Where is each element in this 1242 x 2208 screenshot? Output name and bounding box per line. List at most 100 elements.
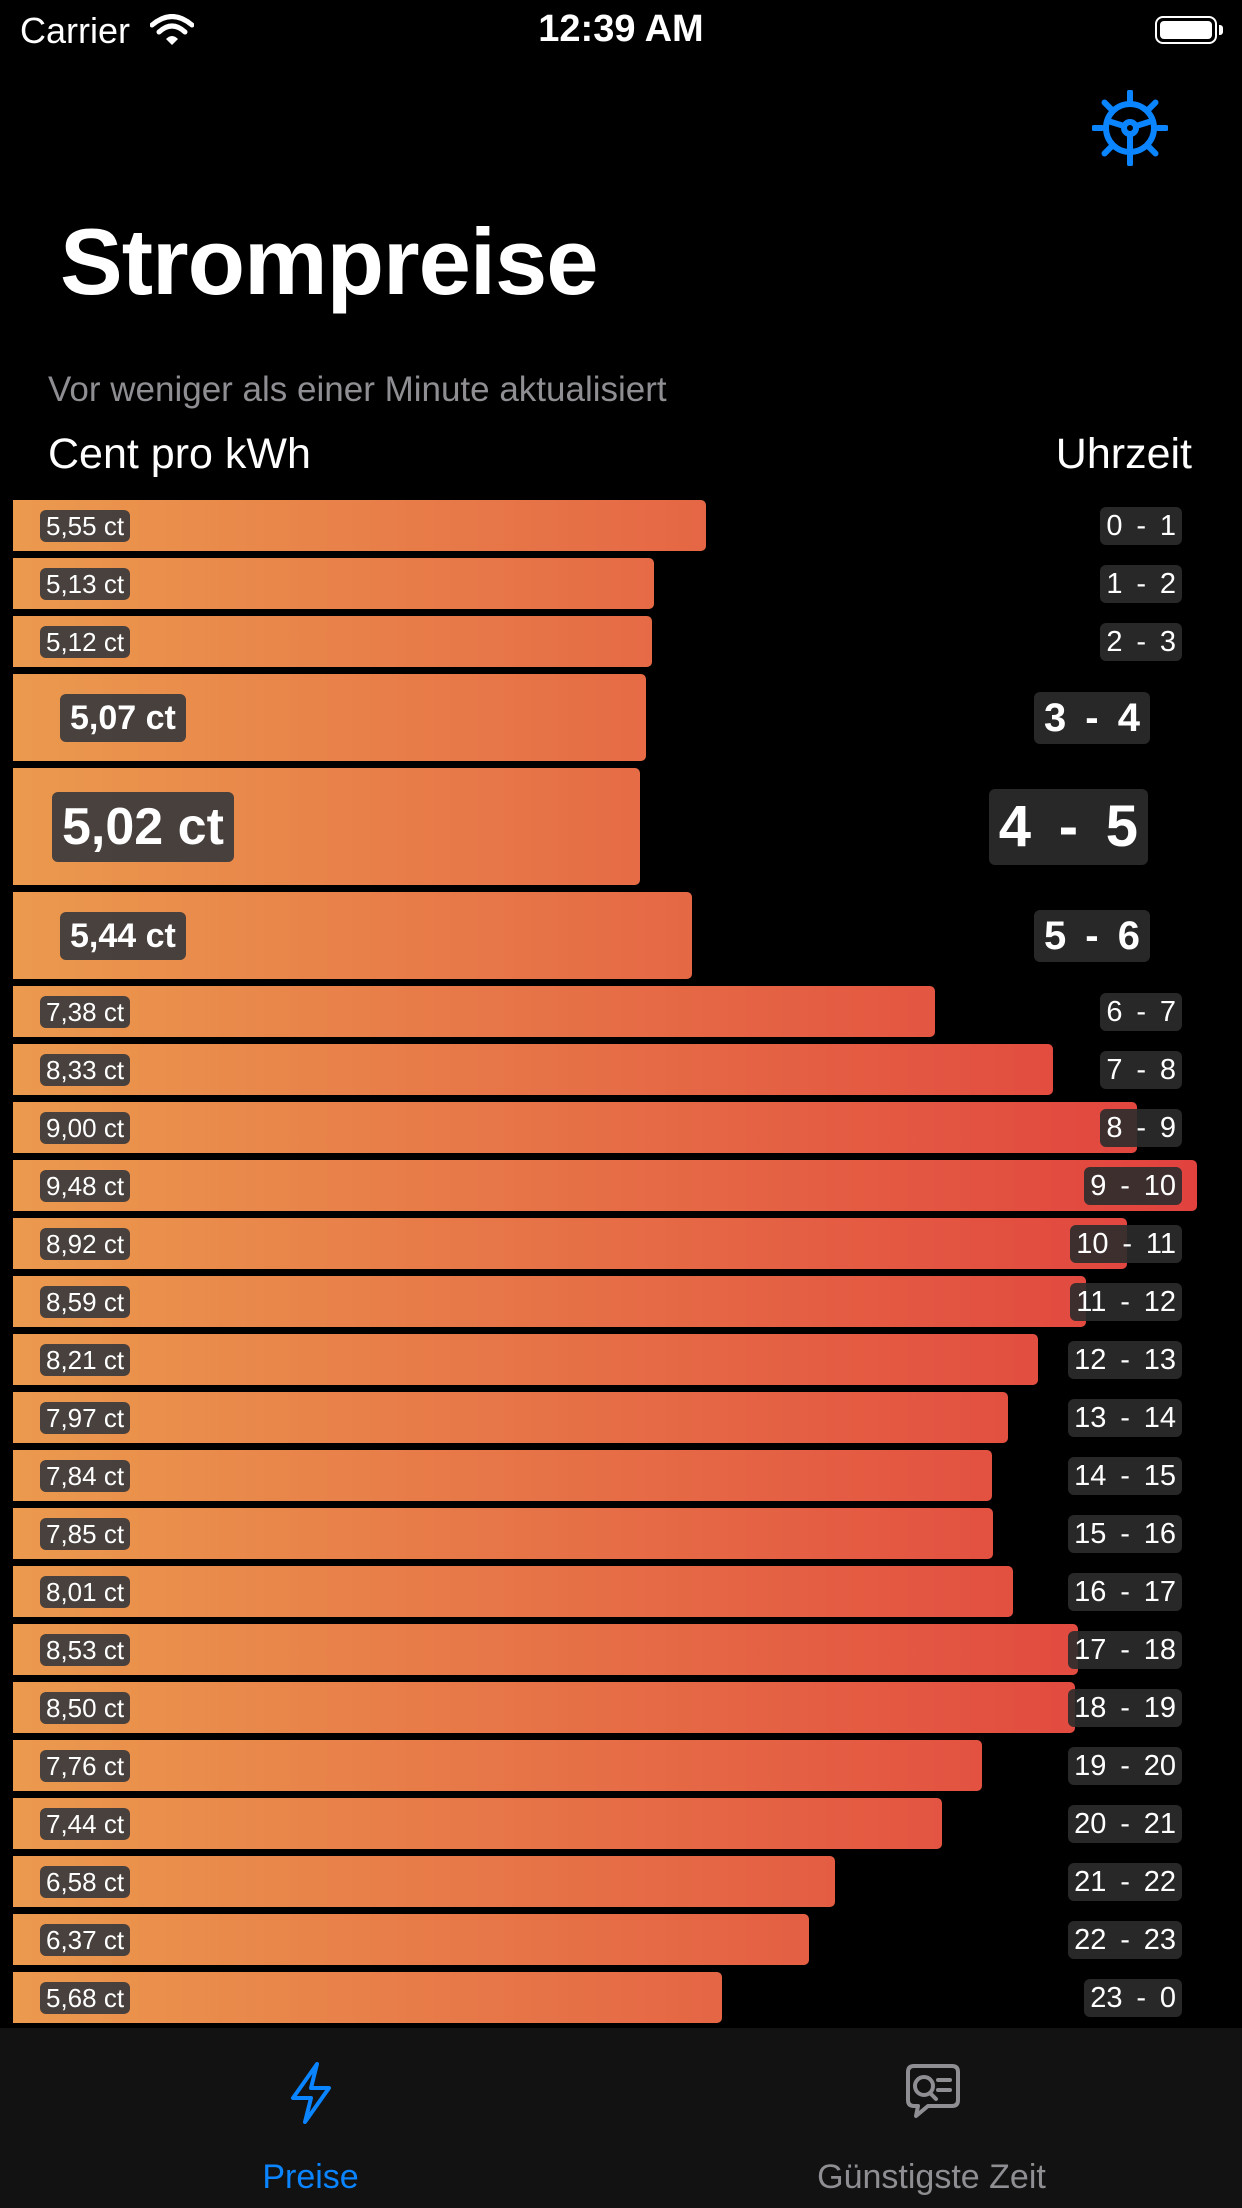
chat-search-icon (905, 2064, 960, 2118)
price-bar (13, 1856, 835, 1907)
hour-label: 10 - 11 (1070, 1224, 1182, 1263)
price-label: 5,07 ct (60, 693, 186, 742)
price-row: 7,84 ct 14 - 15 (0, 1450, 1242, 1508)
price-label: 9,00 ct (40, 1111, 131, 1144)
bolt-icon (290, 2062, 331, 2124)
price-row: 8,21 ct 12 - 13 (0, 1334, 1242, 1392)
price-bar (13, 1914, 809, 1965)
hour-label: 0 - 1 (1100, 506, 1182, 545)
price-row: 7,85 ct 15 - 16 (0, 1508, 1242, 1566)
price-bar (13, 1450, 993, 1501)
hour-label: 14 - 15 (1068, 1456, 1182, 1495)
price-bar (13, 1276, 1086, 1327)
hour-label: 15 - 16 (1068, 1514, 1182, 1553)
price-label: 8,50 ct (40, 1691, 131, 1724)
price-bar (13, 1566, 1014, 1617)
tab-cheapest-time-label: Günstigste Zeit (817, 2158, 1046, 2196)
price-row: 5,44 ct 5 - 6 (0, 892, 1242, 986)
hour-label: 12 - 13 (1068, 1340, 1182, 1379)
price-row: 7,44 ct 20 - 21 (0, 1798, 1242, 1856)
price-chart: 5,55 ct 0 - 1 5,13 ct 1 - 2 5,12 ct 2 - 3 5,07… (0, 500, 1242, 2028)
hour-label: 16 - 17 (1068, 1572, 1182, 1611)
price-label: 5,55 ct (40, 509, 131, 542)
hour-label: 21 - 22 (1068, 1862, 1182, 1901)
gear-icon[interactable] (1092, 90, 1168, 166)
hour-label: 20 - 21 (1068, 1804, 1182, 1843)
battery-tip (1219, 25, 1223, 35)
tab-prices[interactable]: Preise (0, 2028, 621, 2208)
price-row: 9,48 ct 9 - 10 (0, 1160, 1242, 1218)
price-row: 9,00 ct 8 - 9 (0, 1102, 1242, 1160)
hour-label: 13 - 14 (1068, 1398, 1182, 1437)
price-label: 5,02 ct (52, 791, 234, 862)
carrier-label: Carrier (20, 10, 131, 51)
hour-label: 2 - 3 (1100, 622, 1182, 661)
price-row: 5,13 ct 1 - 2 (0, 558, 1242, 616)
price-label: 7,84 ct (40, 1459, 131, 1492)
price-row: 5,07 ct 3 - 4 (0, 674, 1242, 768)
battery-icon (1155, 16, 1217, 44)
price-label: 9,48 ct (40, 1169, 131, 1202)
hour-label: 17 - 18 (1068, 1630, 1182, 1669)
status-time: 12:39 AM (538, 8, 704, 50)
price-bar (13, 1798, 943, 1849)
hour-label: 6 - 7 (1100, 992, 1182, 1031)
hour-label: 7 - 8 (1100, 1050, 1182, 1089)
hour-label: 1 - 2 (1100, 564, 1182, 603)
price-label: 5,44 ct (60, 911, 186, 960)
price-label: 7,76 ct (40, 1749, 131, 1782)
wifi-icon (150, 14, 194, 45)
price-bar (13, 1740, 983, 1791)
price-bar (13, 986, 935, 1037)
price-label: 8,92 ct (40, 1227, 131, 1260)
hour-label: 19 - 20 (1068, 1746, 1182, 1785)
price-label: 6,58 ct (40, 1865, 131, 1898)
hour-label: 23 - 0 (1084, 1978, 1182, 2017)
price-label: 8,33 ct (40, 1053, 131, 1086)
hour-label: 3 - 4 (1033, 691, 1150, 744)
price-row: 7,38 ct 6 - 7 (0, 986, 1242, 1044)
price-bar (13, 1102, 1138, 1153)
page-title: Strompreise (60, 209, 599, 314)
price-row: 6,37 ct 22 - 23 (0, 1914, 1242, 1972)
price-label: 8,21 ct (40, 1343, 131, 1376)
hour-label: 18 - 19 (1068, 1688, 1182, 1727)
price-bar (13, 1682, 1075, 1733)
price-bar (13, 1334, 1039, 1385)
price-row: 5,12 ct 2 - 3 (0, 616, 1242, 674)
price-label: 7,97 ct (40, 1401, 131, 1434)
price-column-header: Cent pro kWh (48, 430, 311, 478)
price-label: 7,85 ct (40, 1517, 131, 1550)
price-bar (13, 1624, 1079, 1675)
tab-bar: Preise Günstigste Zeit (0, 2028, 1242, 2208)
price-bar (13, 1508, 994, 1559)
status-bar: Carrier 12:39 AM (0, 0, 1242, 62)
price-label: 5,13 ct (40, 567, 131, 600)
price-label: 8,59 ct (40, 1285, 131, 1318)
price-row: 5,02 ct 4 - 5 (0, 768, 1242, 892)
hour-label: 11 - 12 (1070, 1282, 1182, 1321)
hour-label: 4 - 5 (988, 788, 1148, 865)
price-label: 7,38 ct (40, 995, 131, 1028)
price-row: 8,53 ct 17 - 18 (0, 1624, 1242, 1682)
price-bar (13, 1972, 723, 2023)
price-row: 6,58 ct 21 - 22 (0, 1856, 1242, 1914)
price-row: 7,97 ct 13 - 14 (0, 1392, 1242, 1450)
time-column-header: Uhrzeit (1055, 430, 1192, 478)
hour-label: 5 - 6 (1033, 909, 1150, 962)
price-row: 8,59 ct 11 - 12 (0, 1276, 1242, 1334)
hour-label: 22 - 23 (1068, 1920, 1182, 1959)
price-bar (13, 1218, 1128, 1269)
price-bar (13, 1392, 1009, 1443)
price-label: 7,44 ct (40, 1807, 131, 1840)
price-bar (13, 1160, 1197, 1211)
price-label: 5,68 ct (40, 1981, 131, 2014)
tab-prices-label: Preise (262, 2158, 359, 2196)
hour-label: 9 - 10 (1084, 1166, 1182, 1205)
price-row: 8,50 ct 18 - 19 (0, 1682, 1242, 1740)
price-row: 7,76 ct 19 - 20 (0, 1740, 1242, 1798)
price-label: 8,53 ct (40, 1633, 131, 1666)
price-label: 8,01 ct (40, 1575, 131, 1608)
hour-label: 8 - 9 (1100, 1108, 1182, 1147)
tab-cheapest-time[interactable]: Günstigste Zeit (621, 2028, 1242, 2208)
